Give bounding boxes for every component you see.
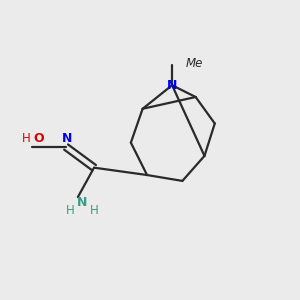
Text: O: O (33, 132, 44, 145)
Text: N: N (62, 132, 73, 145)
Text: Me: Me (185, 57, 203, 70)
Text: H: H (90, 205, 98, 218)
Text: H: H (22, 132, 31, 145)
Text: H: H (66, 205, 75, 218)
Text: N: N (77, 196, 88, 208)
Text: N: N (167, 79, 177, 92)
